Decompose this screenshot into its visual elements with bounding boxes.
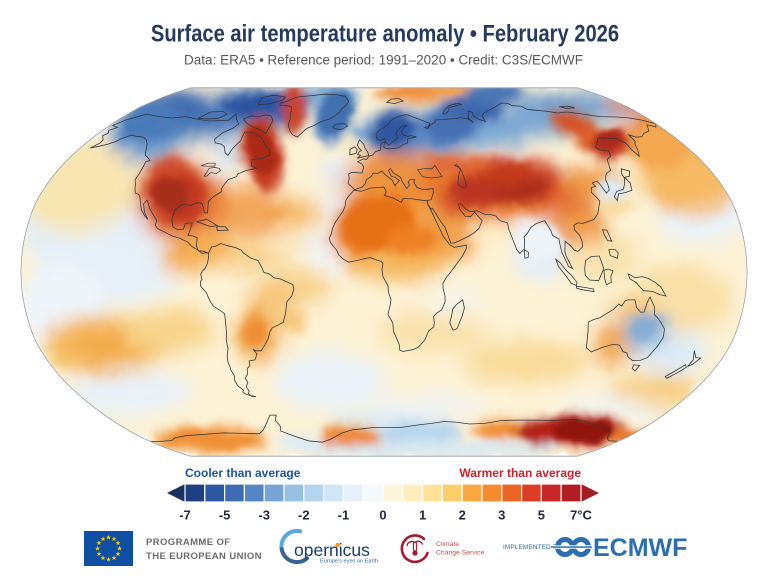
svg-text:7°C: 7°C (570, 508, 592, 523)
svg-text:5: 5 (538, 508, 545, 523)
svg-text:-2: -2 (298, 508, 310, 523)
svg-text:-5: -5 (219, 508, 231, 523)
svg-text:Cooler than average: Cooler than average (185, 466, 301, 480)
svg-text:2: 2 (459, 508, 466, 523)
svg-text:Climate: Climate (436, 541, 459, 548)
svg-text:IMPLEMENTED BY: IMPLEMENTED BY (503, 544, 562, 551)
svg-text:PROGRAMME OF: PROGRAMME OF (146, 537, 231, 548)
svg-text:opernicus: opernicus (294, 540, 370, 560)
svg-text:Europe’s eyes on Earth: Europe’s eyes on Earth (320, 559, 378, 565)
svg-text:-7: -7 (179, 508, 191, 523)
svg-text:ECMWF: ECMWF (593, 534, 687, 562)
svg-text:3: 3 (498, 508, 505, 523)
svg-text:THE EUROPEAN UNION: THE EUROPEAN UNION (146, 551, 262, 562)
svg-text:-3: -3 (258, 508, 270, 523)
svg-text:0: 0 (379, 508, 386, 523)
svg-text:Warmer than average: Warmer than average (459, 466, 581, 480)
svg-text:Change Service: Change Service (436, 550, 485, 557)
svg-text:1: 1 (419, 508, 426, 523)
svg-text:Surface air temperature anomal: Surface air temperature anomaly • Februa… (151, 20, 619, 47)
svg-text:-1: -1 (338, 508, 350, 523)
svg-text:Data: ERA5 • Reference period:: Data: ERA5 • Reference period: 1991–2020… (184, 53, 583, 68)
